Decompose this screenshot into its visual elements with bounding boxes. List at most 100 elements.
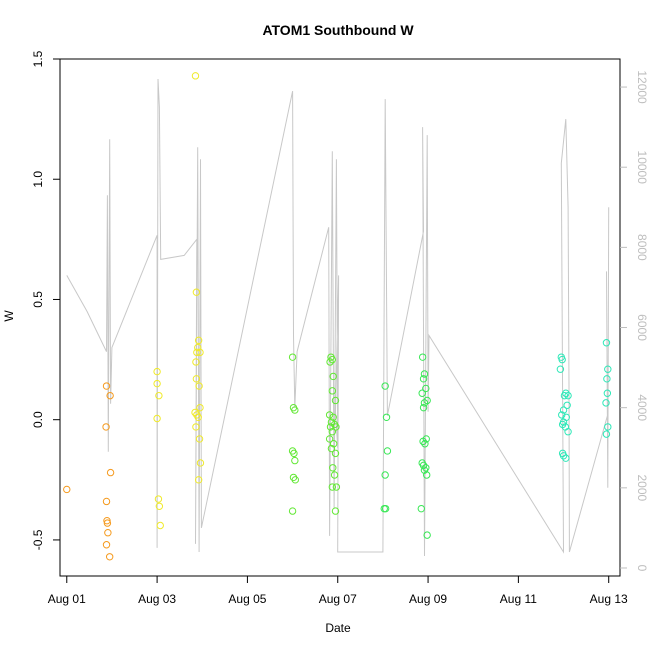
data-point bbox=[105, 553, 114, 561]
data-point bbox=[326, 423, 335, 431]
points-layer bbox=[63, 72, 612, 561]
data-point bbox=[192, 375, 201, 383]
data-point bbox=[556, 365, 565, 373]
right-y-tick-label: 12000 bbox=[635, 70, 649, 104]
data-point bbox=[325, 435, 334, 443]
data-point bbox=[564, 428, 572, 436]
data-point bbox=[419, 461, 428, 470]
data-point bbox=[420, 399, 429, 407]
data-point bbox=[332, 423, 340, 431]
data-point bbox=[291, 456, 299, 465]
x-tick-label: Aug 13 bbox=[590, 592, 628, 606]
data-point bbox=[192, 358, 200, 366]
data-point bbox=[288, 507, 297, 515]
x-tick-label: Aug 09 bbox=[409, 592, 447, 606]
data-point bbox=[560, 391, 569, 400]
data-point bbox=[421, 440, 429, 448]
data-point bbox=[423, 531, 431, 539]
y-tick-label: 1.0 bbox=[31, 171, 45, 188]
data-point bbox=[329, 372, 337, 381]
data-point bbox=[383, 447, 392, 455]
y-tick-label: -0.5 bbox=[31, 529, 45, 550]
data-point bbox=[102, 541, 111, 549]
data-point bbox=[330, 471, 339, 479]
data-point bbox=[329, 413, 337, 421]
data-point bbox=[331, 396, 340, 405]
data-point bbox=[559, 406, 568, 414]
data-point bbox=[423, 471, 431, 479]
data-point bbox=[328, 483, 337, 491]
data-point bbox=[329, 464, 337, 472]
line-series-path bbox=[66, 78, 610, 557]
data-point bbox=[603, 375, 611, 383]
x-tick-label: Aug 05 bbox=[228, 592, 266, 606]
x-tick-label: Aug 01 bbox=[48, 592, 86, 606]
y-tick-label: 0.0 bbox=[31, 411, 45, 428]
data-point bbox=[420, 466, 429, 474]
data-point bbox=[419, 437, 427, 446]
data-point bbox=[563, 401, 571, 409]
y-tick-label: 1.5 bbox=[31, 50, 45, 67]
x-tick-label: Aug 07 bbox=[319, 592, 357, 606]
data-point bbox=[191, 72, 200, 80]
data-point bbox=[559, 452, 568, 460]
data-point bbox=[602, 430, 611, 438]
data-point bbox=[102, 382, 111, 390]
data-point bbox=[604, 423, 612, 431]
axes-layer: Aug 01 Aug 03 Aug 05 Aug 07 Aug 09 Aug 11 Aug … bbox=[31, 50, 649, 606]
data-point bbox=[106, 468, 115, 477]
right-y-tick-label: 8000 bbox=[635, 234, 649, 261]
data-point bbox=[332, 483, 341, 491]
x-tick-label: Aug 03 bbox=[138, 592, 176, 606]
right-y-tick-label: 10000 bbox=[635, 151, 649, 185]
data-point bbox=[419, 375, 428, 383]
data-point bbox=[289, 473, 298, 482]
right-y-tick-label: 4000 bbox=[635, 394, 649, 421]
data-point bbox=[291, 476, 299, 484]
data-point bbox=[195, 382, 203, 390]
data-point bbox=[288, 353, 297, 361]
data-point bbox=[153, 414, 161, 423]
data-point bbox=[155, 391, 163, 400]
chart-title: ATOM1 Southbound W bbox=[262, 22, 414, 38]
data-point bbox=[153, 367, 161, 376]
data-point bbox=[381, 471, 389, 479]
data-point bbox=[290, 449, 298, 458]
data-point bbox=[154, 495, 163, 503]
data-point bbox=[327, 444, 336, 453]
data-point bbox=[156, 521, 164, 530]
data-point bbox=[194, 476, 203, 484]
data-point bbox=[602, 339, 611, 347]
data-point bbox=[329, 440, 338, 448]
data-point bbox=[192, 423, 200, 431]
data-point bbox=[326, 358, 334, 366]
right-y-tick-label: 2000 bbox=[635, 474, 649, 501]
data-point bbox=[562, 454, 570, 462]
data-point bbox=[558, 355, 566, 364]
data-point bbox=[418, 389, 426, 397]
data-point bbox=[328, 387, 337, 395]
data-point bbox=[382, 413, 391, 421]
data-point bbox=[102, 423, 110, 431]
data-point bbox=[106, 391, 114, 400]
data-point bbox=[422, 384, 430, 393]
data-point bbox=[418, 353, 427, 361]
data-point bbox=[419, 403, 428, 412]
data-point bbox=[331, 507, 340, 515]
x-tick-label: Aug 11 bbox=[500, 592, 537, 606]
data-point bbox=[417, 504, 425, 513]
data-point bbox=[564, 391, 572, 400]
data-point bbox=[104, 529, 112, 537]
data-point bbox=[155, 502, 164, 510]
data-point bbox=[193, 348, 201, 357]
data-point bbox=[196, 348, 204, 357]
right-y-tick-label: 6000 bbox=[635, 314, 649, 341]
data-point bbox=[194, 336, 203, 345]
data-point bbox=[420, 370, 429, 378]
data-point bbox=[63, 485, 71, 494]
y-axis-label: W bbox=[2, 310, 16, 322]
data-point bbox=[328, 428, 337, 436]
